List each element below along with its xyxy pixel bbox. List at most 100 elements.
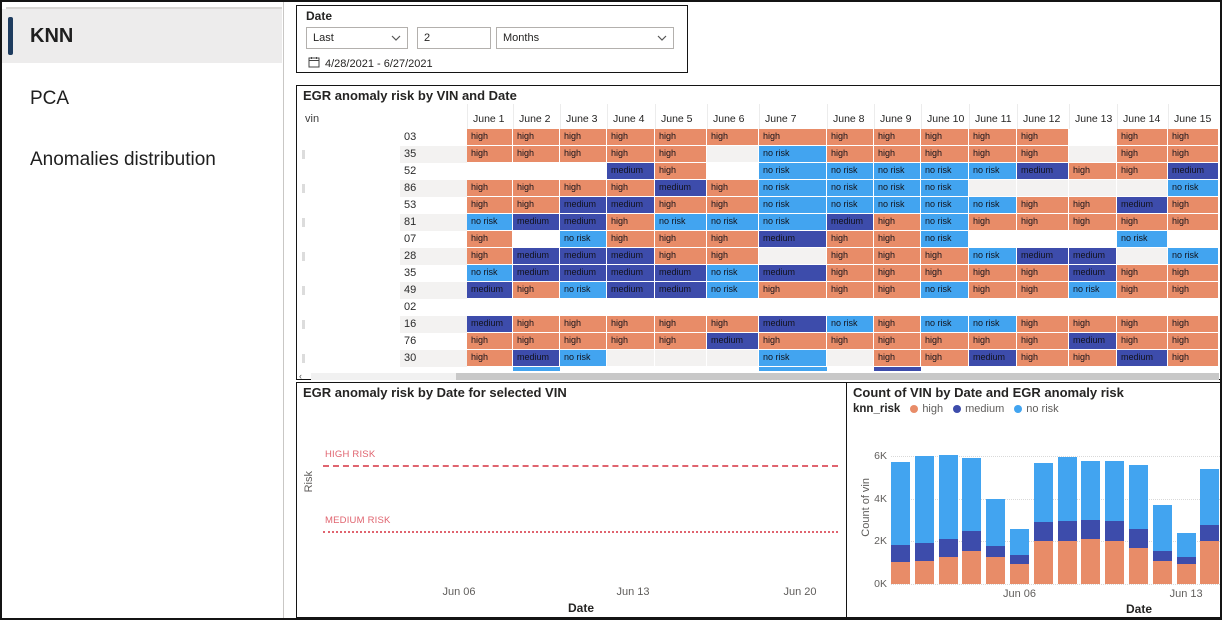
bar-segment-medium[interactable] <box>1152 550 1172 561</box>
matrix-cell[interactable] <box>1069 146 1117 163</box>
matrix-cell[interactable]: high <box>1168 333 1219 350</box>
matrix-cell[interactable]: no risk <box>707 214 759 231</box>
matrix-cell[interactable] <box>969 180 1017 197</box>
sidebar-item-pca[interactable]: PCA <box>2 77 282 121</box>
bar-segment-no-risk[interactable] <box>938 454 958 540</box>
matrix-cell[interactable] <box>874 299 921 316</box>
matrix-cell[interactable]: high <box>1168 350 1219 367</box>
matrix-cell[interactable]: no risk <box>827 316 874 333</box>
matrix-cell[interactable]: high <box>513 180 560 197</box>
matrix-cell[interactable]: high <box>1168 316 1219 333</box>
matrix-cell[interactable]: high <box>921 146 969 163</box>
matrix-cell[interactable] <box>560 299 607 316</box>
matrix-cell[interactable]: no risk <box>969 197 1017 214</box>
matrix-cell[interactable]: high <box>759 333 827 350</box>
matrix-cell[interactable]: high <box>969 214 1017 231</box>
matrix-cell[interactable]: high <box>1117 265 1168 282</box>
matrix-cell[interactable]: no risk <box>759 350 827 367</box>
matrix-cell[interactable]: high <box>607 146 655 163</box>
sidebar-item-anomalies-distribution[interactable]: Anomalies distribution <box>2 138 282 182</box>
matrix-cell[interactable]: no risk <box>560 282 607 299</box>
matrix-cell[interactable] <box>827 350 874 367</box>
matrix-cell[interactable]: high <box>513 316 560 333</box>
matrix-cell[interactable]: high <box>1069 316 1117 333</box>
matrix-cell[interactable]: no risk <box>874 163 921 180</box>
bar-segment-high[interactable] <box>1033 541 1053 584</box>
matrix-cell[interactable]: no risk <box>874 197 921 214</box>
bar-segment-medium[interactable] <box>891 544 910 562</box>
matrix-cell[interactable]: high <box>1168 214 1219 231</box>
matrix-cell[interactable]: high <box>1017 282 1069 299</box>
matrix-cell[interactable]: high <box>921 265 969 282</box>
matrix-cell[interactable]: medium <box>467 282 513 299</box>
matrix-cell[interactable]: high <box>874 129 921 146</box>
column-header[interactable]: June 4 <box>607 104 655 129</box>
matrix-cell[interactable]: high <box>759 129 827 146</box>
matrix-cell[interactable]: high <box>969 282 1017 299</box>
bar-segment-high[interactable] <box>1057 541 1077 584</box>
scrollbar-thumb[interactable] <box>456 372 1219 380</box>
bar-segment-no-risk[interactable] <box>1200 468 1220 526</box>
matrix-cell[interactable]: high <box>655 129 707 146</box>
bar-segment-medium[interactable] <box>1057 521 1077 542</box>
matrix-cell[interactable]: medium <box>513 214 560 231</box>
matrix-cell[interactable]: no risk <box>560 231 607 248</box>
matrix-cell[interactable]: medium <box>607 197 655 214</box>
matrix-cell[interactable]: medium <box>1017 248 1069 265</box>
matrix-cell[interactable]: no risk <box>921 197 969 214</box>
matrix-cell[interactable]: medium <box>1069 333 1117 350</box>
bar-segment-medium[interactable] <box>1010 555 1029 564</box>
bar-segment-high[interactable] <box>914 560 934 584</box>
matrix-cell[interactable] <box>1117 248 1168 265</box>
column-header[interactable]: June 5 <box>655 104 707 129</box>
matrix-cell[interactable]: high <box>513 197 560 214</box>
matrix-cell[interactable]: high <box>1168 146 1219 163</box>
matrix-cell[interactable] <box>707 146 759 163</box>
matrix-cell[interactable]: high <box>1117 163 1168 180</box>
bar-segment-no-risk[interactable] <box>1057 457 1077 522</box>
matrix-cell[interactable]: medium <box>560 248 607 265</box>
matrix-cell[interactable] <box>467 163 513 180</box>
matrix-cell[interactable] <box>655 299 707 316</box>
matrix-cell[interactable] <box>969 231 1017 248</box>
matrix-cell[interactable]: medium <box>1168 163 1219 180</box>
bar-segment-no-risk[interactable] <box>1176 532 1196 558</box>
date-unit-dropdown[interactable]: Months <box>496 27 674 49</box>
matrix-cell[interactable]: high <box>1117 146 1168 163</box>
bar-segment-no-risk[interactable] <box>1105 461 1125 522</box>
matrix-cell[interactable]: high <box>1117 214 1168 231</box>
column-header[interactable]: June 10 <box>921 104 969 129</box>
matrix-cell[interactable]: high <box>560 333 607 350</box>
matrix-cell[interactable]: high <box>1117 282 1168 299</box>
matrix-cell[interactable] <box>921 299 969 316</box>
matrix-cell[interactable]: medium <box>560 265 607 282</box>
matrix-cell[interactable]: high <box>1069 163 1117 180</box>
scroll-left-arrow-icon[interactable]: ‹ <box>299 371 302 381</box>
matrix-cell[interactable] <box>1069 129 1117 146</box>
matrix-cell[interactable]: high <box>874 282 921 299</box>
matrix-cell[interactable]: high <box>467 333 513 350</box>
matrix-cell[interactable]: no risk <box>1168 180 1219 197</box>
vin-row-label[interactable]: 30 <box>297 350 467 367</box>
matrix-cell[interactable]: no risk <box>921 316 969 333</box>
bar-segment-high[interactable] <box>891 561 910 584</box>
matrix-cell[interactable]: high <box>1069 197 1117 214</box>
bar-segment-high[interactable] <box>938 557 958 584</box>
matrix-cell[interactable]: medium <box>607 163 655 180</box>
matrix-cell[interactable]: medium <box>969 350 1017 367</box>
matrix-cell[interactable]: high <box>707 129 759 146</box>
matrix-cell[interactable]: no risk <box>827 163 874 180</box>
vin-row-label[interactable]: 76 <box>297 333 467 350</box>
matrix-cell[interactable]: high <box>513 146 560 163</box>
matrix-cell[interactable]: high <box>607 214 655 231</box>
matrix-cell[interactable]: no risk <box>759 146 827 163</box>
matrix-cell[interactable] <box>1017 231 1069 248</box>
column-header[interactable]: June 2 <box>513 104 560 129</box>
matrix-cell[interactable]: medium <box>1069 248 1117 265</box>
matrix-cell[interactable]: high <box>1017 146 1069 163</box>
matrix-cell[interactable]: high <box>560 129 607 146</box>
bar-segment-medium[interactable] <box>1129 528 1148 548</box>
matrix-cell[interactable]: high <box>655 197 707 214</box>
matrix-cell[interactable]: no risk <box>759 163 827 180</box>
matrix-cell[interactable]: high <box>1017 316 1069 333</box>
